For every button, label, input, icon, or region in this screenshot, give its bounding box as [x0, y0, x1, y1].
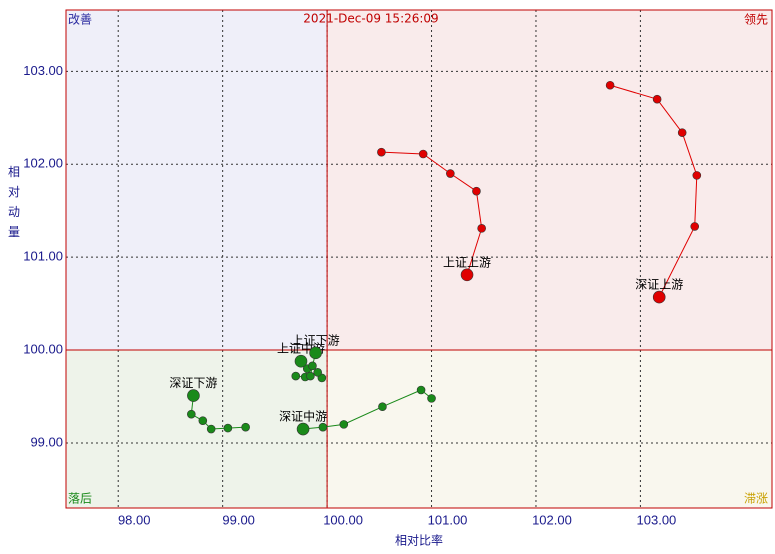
x-tick-label: 101.00 — [428, 512, 468, 527]
point — [241, 422, 250, 432]
point — [605, 80, 615, 90]
quadrant-bg — [327, 10, 772, 351]
point — [306, 371, 315, 381]
point — [296, 422, 310, 436]
chart-title: 2021-Dec-09 15:26:09 — [303, 12, 438, 26]
point — [418, 149, 428, 159]
quadrant-label: 领先 — [744, 13, 768, 27]
quadrant-label: 滞涨 — [744, 491, 768, 506]
series-label: 深证下游 — [169, 376, 217, 390]
quadrant-bg — [327, 350, 772, 508]
point — [652, 94, 662, 104]
point — [446, 169, 455, 178]
y-tick-label: 101.00 — [23, 249, 63, 264]
point — [313, 368, 322, 377]
point — [308, 361, 317, 371]
point — [339, 420, 349, 429]
point — [378, 402, 387, 412]
quadrant-bg — [66, 10, 328, 351]
y-tick-label: 100.00 — [23, 341, 63, 356]
point — [223, 423, 233, 433]
trail-line — [381, 151, 483, 275]
point — [294, 354, 308, 368]
point — [692, 171, 702, 180]
plot-border — [65, 9, 773, 509]
point — [309, 346, 322, 360]
y-axis-label: 相对动量 — [8, 165, 20, 239]
point — [291, 371, 301, 381]
series-label: 深证中游 — [279, 409, 327, 424]
quadrant-bg — [66, 350, 328, 508]
trail-line — [609, 84, 698, 298]
quadrant-label: 落后 — [68, 492, 92, 506]
point — [477, 224, 486, 233]
x-tick-label: 99.00 — [222, 512, 255, 527]
point — [416, 385, 426, 395]
series-label: 上证下游 — [292, 333, 340, 347]
series-label: 深证上游 — [635, 278, 683, 292]
series-label: 上证上游 — [443, 255, 491, 269]
x-tick-label: 98.00 — [118, 512, 151, 527]
point — [187, 409, 196, 419]
point — [677, 128, 687, 137]
point — [472, 186, 481, 196]
point — [652, 290, 666, 304]
x-tick-label: 103.00 — [637, 512, 677, 527]
point — [690, 222, 700, 231]
point — [187, 389, 200, 402]
point — [318, 422, 328, 432]
point — [377, 147, 386, 157]
point — [460, 268, 474, 282]
point — [427, 394, 436, 403]
point — [198, 416, 208, 425]
y-tick-label: 103.00 — [23, 63, 63, 78]
x-tick-label: 100.00 — [323, 512, 363, 527]
x-axis-label: 相对比率 — [395, 533, 443, 548]
point — [206, 424, 216, 434]
quadrant-label: 改善 — [68, 12, 92, 27]
y-tick-label: 99.00 — [30, 434, 63, 449]
y-tick-label: 102.00 — [23, 156, 63, 171]
x-tick-label: 102.00 — [532, 512, 572, 527]
